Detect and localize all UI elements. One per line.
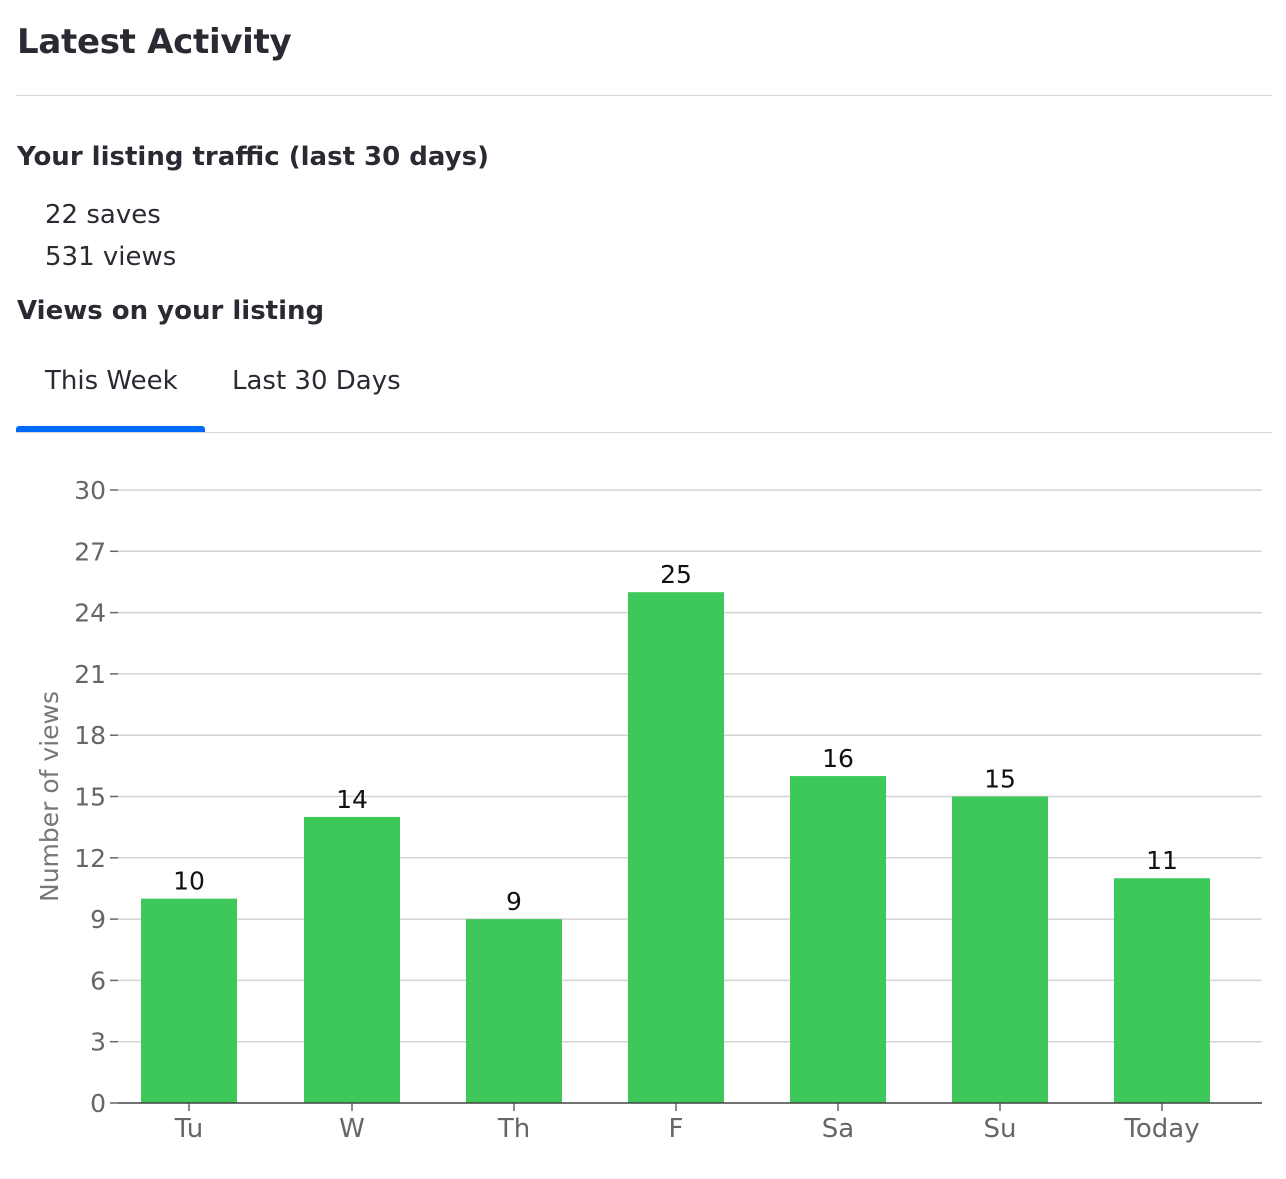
x-tick-label: Sa: [822, 1114, 854, 1144]
y-tick-label: 15: [74, 783, 106, 812]
saves-count: 22 saves: [45, 200, 161, 230]
y-tick-label: 21: [74, 660, 106, 689]
bar-f: [628, 592, 724, 1103]
views-tabs: This Week Last 30 Days: [16, 352, 1272, 433]
y-tick-label: 24: [74, 599, 106, 628]
tab-last-30-days[interactable]: Last 30 Days: [232, 366, 401, 396]
data-label: 9: [506, 887, 522, 916]
y-tick-label: 9: [90, 905, 106, 934]
x-tick-label: Today: [1123, 1114, 1199, 1144]
y-tick-label: 27: [74, 537, 106, 566]
data-label: 14: [336, 785, 368, 814]
y-axis-label: Number of views: [35, 691, 64, 902]
y-tick-label: 6: [90, 966, 106, 995]
x-tick-label: Su: [984, 1114, 1017, 1144]
y-tick-label: 12: [74, 844, 106, 873]
y-tick-label: 18: [74, 721, 106, 750]
traffic-heading: Your listing traffic (last 30 days): [17, 142, 489, 172]
active-tab-indicator: [16, 426, 205, 433]
bar-sa: [790, 776, 886, 1103]
views-count: 531 views: [45, 242, 177, 272]
data-label: 10: [173, 867, 205, 896]
y-tick-label: 0: [90, 1089, 106, 1118]
data-label: 11: [1146, 846, 1178, 875]
tab-this-week[interactable]: This Week: [45, 366, 178, 396]
bar-tu: [141, 898, 237, 1103]
bar-today: [1114, 878, 1210, 1103]
tabs-divider: [16, 432, 1272, 433]
data-label: 16: [822, 744, 854, 773]
header-divider: [16, 95, 1272, 96]
x-tick-label: Th: [497, 1114, 530, 1144]
y-tick-label: 30: [74, 476, 106, 505]
bar-w: [304, 816, 400, 1103]
y-tick-label: 3: [90, 1028, 106, 1057]
x-tick-label: Tu: [174, 1114, 203, 1144]
bar-su: [952, 796, 1048, 1103]
bar-th: [466, 919, 562, 1103]
views-bar-chart: 0 3 6 9 12 15 18 21 24 27 30 Number of views 10 Tu 14 W…: [35, 476, 1262, 1144]
page-title: Latest Activity: [17, 22, 292, 62]
x-tick-label: W: [339, 1114, 365, 1144]
x-tick-label: F: [669, 1114, 684, 1144]
data-label: 15: [984, 765, 1016, 794]
data-label: 25: [660, 560, 692, 589]
views-heading: Views on your listing: [17, 296, 325, 326]
